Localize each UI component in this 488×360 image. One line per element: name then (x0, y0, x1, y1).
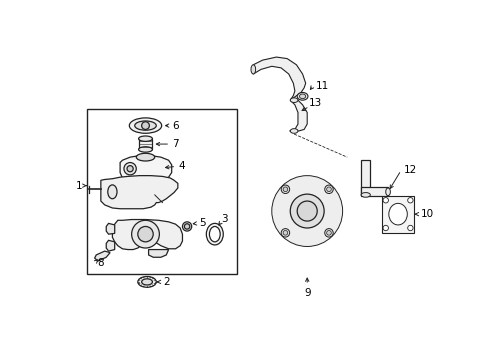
Circle shape (281, 185, 289, 194)
Circle shape (127, 166, 133, 172)
Ellipse shape (385, 188, 389, 195)
Circle shape (284, 188, 329, 234)
Text: 8: 8 (97, 258, 103, 267)
Ellipse shape (209, 226, 220, 242)
Ellipse shape (290, 98, 297, 103)
Text: 10: 10 (420, 209, 433, 219)
Text: 4: 4 (178, 161, 185, 171)
Polygon shape (148, 249, 168, 257)
Ellipse shape (107, 185, 117, 199)
Text: 3: 3 (221, 214, 227, 224)
Ellipse shape (299, 94, 305, 99)
Ellipse shape (136, 153, 154, 161)
Circle shape (382, 198, 387, 203)
Circle shape (182, 222, 191, 231)
Text: 11: 11 (315, 81, 328, 91)
Polygon shape (112, 220, 182, 249)
Polygon shape (106, 240, 115, 251)
Ellipse shape (388, 203, 407, 225)
Bar (87, 109, 237, 274)
Text: 6: 6 (172, 121, 179, 131)
Circle shape (407, 198, 412, 203)
Text: 12: 12 (403, 165, 416, 175)
Ellipse shape (297, 93, 307, 100)
Ellipse shape (142, 279, 152, 285)
Text: 1: 1 (76, 181, 82, 191)
Circle shape (184, 224, 189, 229)
Circle shape (297, 201, 317, 221)
Circle shape (290, 194, 324, 228)
Bar (360, 187, 387, 197)
Circle shape (138, 226, 153, 242)
Text: 13: 13 (308, 98, 321, 108)
Ellipse shape (138, 147, 152, 152)
Bar (360, 160, 369, 195)
Circle shape (324, 229, 332, 237)
Circle shape (271, 176, 342, 247)
Polygon shape (289, 100, 306, 131)
Text: 7: 7 (172, 139, 179, 149)
Polygon shape (95, 251, 110, 261)
Circle shape (131, 220, 159, 248)
Ellipse shape (138, 136, 152, 141)
Circle shape (326, 230, 330, 235)
Text: 2: 2 (163, 277, 169, 287)
Circle shape (324, 185, 332, 194)
Ellipse shape (135, 121, 156, 130)
Ellipse shape (290, 129, 297, 133)
Text: 5: 5 (199, 219, 205, 228)
Ellipse shape (206, 223, 223, 245)
Bar (138, 139, 152, 149)
Circle shape (281, 229, 289, 237)
Text: 9: 9 (303, 288, 310, 298)
Polygon shape (101, 176, 178, 209)
Circle shape (123, 163, 136, 175)
Bar (381, 195, 413, 233)
Circle shape (142, 122, 149, 130)
Ellipse shape (360, 193, 369, 197)
Circle shape (407, 225, 412, 231)
Polygon shape (120, 156, 171, 183)
Circle shape (283, 187, 287, 192)
Circle shape (326, 187, 330, 192)
Circle shape (283, 230, 287, 235)
Ellipse shape (129, 118, 162, 133)
Ellipse shape (138, 276, 156, 287)
Polygon shape (106, 223, 115, 234)
Polygon shape (253, 57, 305, 100)
Ellipse shape (250, 65, 255, 74)
Circle shape (382, 225, 387, 231)
